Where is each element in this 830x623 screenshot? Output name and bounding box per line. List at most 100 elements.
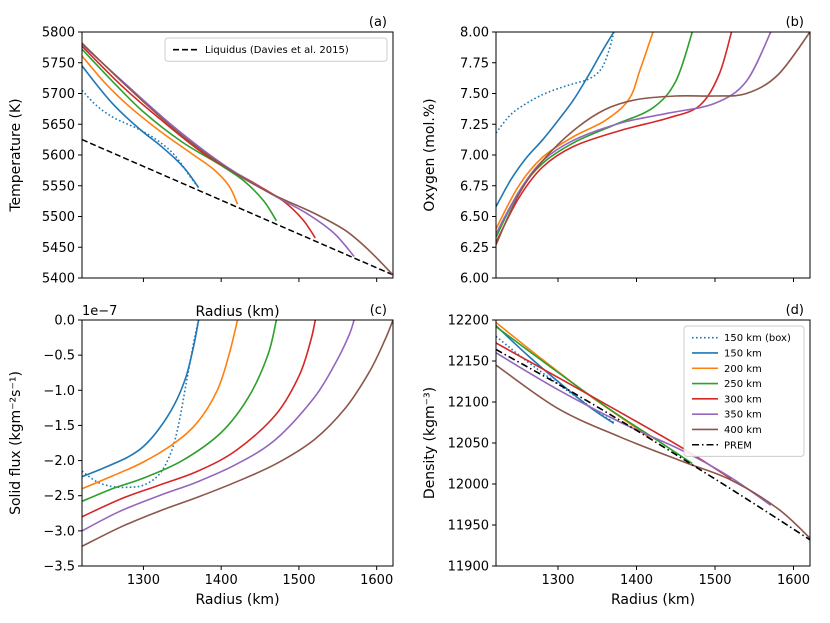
y-tick-label: 5400 [42,272,75,287]
panel-b: 6.00 6.25 6.50 6.75 7.00 7.25 7.50 7.75 8.00 Oxyg… [422,15,811,287]
series-150-km [496,32,615,208]
y-tick-label: 5700 [42,87,75,102]
series-liquidus-davies-et-al-2015 [82,138,393,276]
series-200-km [496,32,654,230]
axes-frame [81,319,394,567]
panel-c: 1300 1400 1500 1600 −3.5 −3.0 −2.5 −2.0 −1.5 −1.0… [8,303,394,608]
legend-label-300-km: 300 km [724,394,762,405]
y-tick-label: 5750 [42,56,75,71]
x-tick-label: 1400 [205,573,238,588]
y-tick-label: 7.25 [460,118,489,133]
series-250-km [82,320,278,503]
x-axis-label: Radius (km) [195,304,279,320]
series-300-km [82,320,317,518]
panel-letter: (c) [370,303,387,318]
y-tick-label: 7.50 [460,87,489,102]
legend-label-150-km: 150 km [724,348,762,359]
series-150-km [82,320,200,478]
y-tick-label: 5500 [42,210,75,225]
x-tick-label: 1300 [541,573,574,588]
series-150-km [496,325,615,424]
y-tick-label: 5550 [42,179,75,194]
y-tick-label: −2.0 [43,454,75,469]
y-axis-label: Solid flux (kgm⁻²s⁻¹) [8,371,24,515]
y-tick-label: −0.5 [43,349,75,364]
y-tick-label: 5650 [42,118,75,133]
legend: Liquidus (Davies et al. 2015) [164,37,388,62]
x-tick-label: 1500 [282,573,315,588]
axes-frame [81,31,394,279]
legend-label-250-km: 250 km [724,379,762,390]
y-axis-label: Oxygen (mol.%) [422,98,438,211]
series-400-km [496,32,810,246]
y-axis-label: Density (kgm⁻³) [422,387,438,499]
legend-box [164,37,388,62]
x-tick-label: 1600 [777,573,810,588]
series-150-km-box [82,320,200,489]
series-350-km [496,32,772,235]
x-tick-label: 1400 [620,573,653,588]
series-150-km-box [82,89,200,189]
y-tick-label: 12150 [448,355,489,370]
series-200-km [82,55,239,205]
panel-d: 1300 1400 1500 1600 11900 11950 12000 12050 1210… [422,303,811,608]
panel-letter: (d) [786,303,804,318]
series-350-km [82,43,355,258]
y-tick-label: 12100 [448,396,489,411]
y-tick-label: −2.5 [43,489,75,504]
series-200-km [82,320,239,490]
legend-label-350-km: 350 km [724,410,762,421]
panel-a: 5400 5450 5500 5550 5600 5650 5700 5750 5800 Radi… [8,15,394,320]
x-axis-label: Radius (km) [611,592,695,608]
series-400-km [82,320,393,548]
panel-letter: (a) [369,15,387,30]
legend-label-400-km: 400 km [724,425,762,436]
legend-label-prem: PREM [724,440,752,451]
y-tick-label: 5450 [42,241,75,256]
series-prem [496,348,810,541]
x-tick-label: 1600 [360,573,393,588]
y-tick-label: 5600 [42,149,75,164]
y-tick-label: 0.0 [54,314,75,329]
legend: 150 km (box) 150 km 200 km 250 km 300 km 350 … [683,325,805,457]
series-350-km [496,352,772,506]
y-tick-label: 7.00 [460,149,489,164]
y-tick-label: 12200 [448,314,489,329]
panel-letter: (b) [786,15,804,30]
series-250-km [496,325,693,465]
y-tick-label: −3.5 [43,560,75,575]
y-tick-label: 7.75 [460,56,489,71]
legend-label-liquidus-davies-et-al-2015: Liquidus (Davies et al. 2015) [205,45,349,56]
x-tick-label: 1300 [127,573,160,588]
series-300-km [82,45,316,239]
y-tick-label: 12000 [448,478,489,493]
y-tick-label: 8.00 [460,26,489,41]
series-150-km-box [496,32,615,134]
series-400-km [82,42,393,276]
y-tick-label: 6.25 [460,241,489,256]
series-300-km [496,32,733,243]
legend-label-150-km-box: 150 km (box) [724,333,791,344]
x-axis-label: Radius (km) [195,592,279,608]
y-tick-label: 11950 [448,519,489,534]
y-tick-label: 6.50 [460,210,489,225]
y-tick-label: 6.00 [460,272,489,287]
series-400-km [496,364,810,539]
y-tick-label: 6.75 [460,179,489,194]
y-tick-label: −1.5 [43,419,75,434]
x-tick-label: 1500 [698,573,731,588]
legend-box [683,325,805,457]
y-tick-label: −1.0 [43,384,75,399]
legend-label-200-km: 200 km [724,364,762,375]
offset-label: 1e−7 [82,304,117,319]
y-tick-label: 12050 [448,437,489,452]
series-150-km [82,65,200,189]
series-250-km [496,32,694,238]
axes-frame [495,31,811,279]
y-tick-label: −3.0 [43,524,75,539]
series-250-km [82,48,278,222]
y-axis-label: Temperature (K) [8,98,24,212]
y-tick-label: 11900 [448,560,489,575]
series-350-km [82,320,355,532]
